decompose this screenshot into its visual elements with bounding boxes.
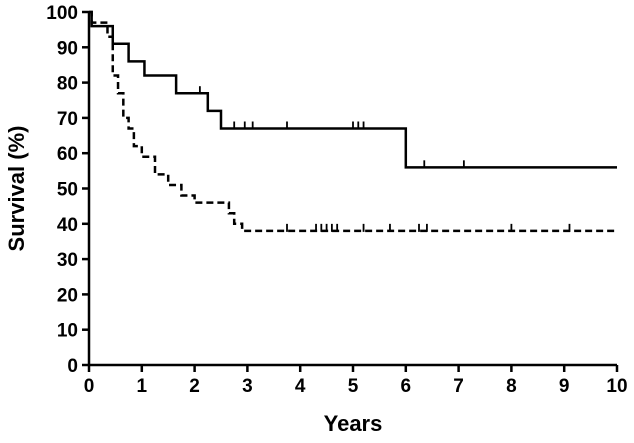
x-tick-label: 8 <box>506 376 517 397</box>
y-tick-label: 90 <box>57 38 78 59</box>
series-1-solid-line <box>89 10 617 169</box>
x-tick-label: 1 <box>137 376 148 397</box>
y-tick-label: 0 <box>67 356 78 377</box>
y-tick-label: 40 <box>57 215 78 236</box>
x-tick-label: 2 <box>189 376 200 397</box>
x-tick-label: 5 <box>348 376 359 397</box>
y-tick-label: 10 <box>57 321 78 342</box>
x-tick-label: 6 <box>401 376 412 397</box>
y-axis-ticks: 0 10 20 30 40 50 60 70 80 90 100 <box>46 3 89 377</box>
series-layer <box>89 10 617 233</box>
x-tick-label: 4 <box>295 376 306 397</box>
x-tick-label: 7 <box>453 376 464 397</box>
y-tick-label: 30 <box>57 250 78 271</box>
y-tick-label: 80 <box>57 74 78 95</box>
x-axis-ticks: 0 1 2 3 4 5 6 7 8 9 10 <box>84 365 628 397</box>
x-tick-label: 3 <box>242 376 253 397</box>
x-tick-label: 9 <box>559 376 570 397</box>
x-tick-label: 0 <box>84 376 95 397</box>
series-2-dashed-line <box>89 10 617 233</box>
x-axis-title: Years <box>324 411 383 436</box>
x-tick-label: 10 <box>606 376 627 397</box>
y-tick-label: 50 <box>57 180 78 201</box>
y-tick-label: 60 <box>57 144 78 165</box>
y-tick-label: 20 <box>57 285 78 306</box>
y-tick-label: 100 <box>46 3 78 24</box>
y-axis-title: Survival (%) <box>4 126 29 252</box>
y-tick-label: 70 <box>57 109 78 130</box>
